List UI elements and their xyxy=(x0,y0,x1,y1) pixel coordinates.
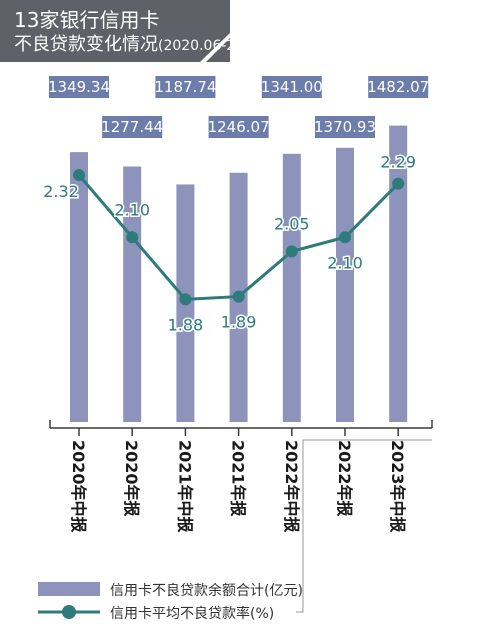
rate-point xyxy=(73,169,85,182)
bar-value-box xyxy=(261,76,322,98)
rate-value-label: 2.10 xyxy=(327,253,363,272)
rate-line-layer: 2.32 2.10 1.88 1.89 2.05 2.10 2.29 xyxy=(42,151,418,336)
x-tick-label: 2022年中报 xyxy=(282,440,301,533)
chart-title-line2: 不良贷款变化情况(2020.06-2023.06) xyxy=(14,30,290,56)
bar-value-label: 1482.07 xyxy=(367,78,429,96)
bar-value-box xyxy=(49,76,109,98)
rate-value-label: 1.89 xyxy=(221,313,257,332)
rate-point xyxy=(179,293,192,306)
legend-line-label: 信用卡平均不良贷款率(%) xyxy=(110,606,275,622)
rate-point xyxy=(392,177,405,190)
bar-value-box xyxy=(315,116,375,138)
rate-value-label: 1.88 xyxy=(168,315,204,334)
rate-point xyxy=(126,231,139,244)
bar-value-label: 1341.00 xyxy=(261,78,323,96)
bar xyxy=(389,125,408,422)
bars xyxy=(70,125,408,423)
rate-point xyxy=(285,245,298,258)
bar-value-box xyxy=(155,76,216,98)
bar xyxy=(282,153,301,423)
legend-bracket xyxy=(296,439,432,613)
bar-value-label: 1187.74 xyxy=(154,78,216,96)
bar-value-box xyxy=(208,116,269,138)
x-tick-label: 2021年中报 xyxy=(175,440,194,533)
bar-value-boxes: 1349.34 1277.44 1187.74 1246.07 1341.00 1370.… xyxy=(48,76,429,138)
legend-line-marker xyxy=(62,605,76,619)
bar xyxy=(336,147,354,422)
legend-bar-label: 信用卡不良贷款余额合计(亿元) xyxy=(110,583,303,599)
chart-title-date-range: (2020.06-2023.06) xyxy=(158,38,290,54)
x-tick-label: 2020年报 xyxy=(122,440,141,517)
rate-value-label: 2.29 xyxy=(380,153,416,172)
rate-value-label: 2.10 xyxy=(114,200,150,219)
title-banner xyxy=(0,0,230,62)
legend-bar-swatch xyxy=(38,582,100,596)
rate-value-label: 2.32 xyxy=(43,182,79,201)
rate-point xyxy=(339,231,351,244)
x-tick-label: 2022年报 xyxy=(335,440,354,517)
x-tick-labels: 2020年中报 2020年报 2021年中报 2021年报 2022年中报 2022年报 2… xyxy=(69,440,407,533)
bar-value-label: 1370.93 xyxy=(314,118,376,136)
bar-value-box xyxy=(102,116,163,138)
x-tick-label: 2020年中报 xyxy=(69,440,88,533)
x-tick-label: 2021年报 xyxy=(229,440,248,517)
x-tick-label: 2023年中报 xyxy=(388,440,407,533)
rate-point xyxy=(232,290,245,303)
rate-value-label: 2.05 xyxy=(274,214,310,233)
bar-value-label: 1246.07 xyxy=(208,118,270,136)
x-axis xyxy=(49,420,433,436)
legend-shapes xyxy=(38,439,432,619)
chart-title-line1: 13家银行信用卡 xyxy=(14,8,160,32)
bar-value-box xyxy=(368,76,429,98)
bar-value-label: 1349.34 xyxy=(48,78,110,96)
chart-title-main: 不良贷款变化情况 xyxy=(14,34,158,55)
bar xyxy=(70,152,88,422)
bar-value-label: 1277.44 xyxy=(101,118,163,136)
